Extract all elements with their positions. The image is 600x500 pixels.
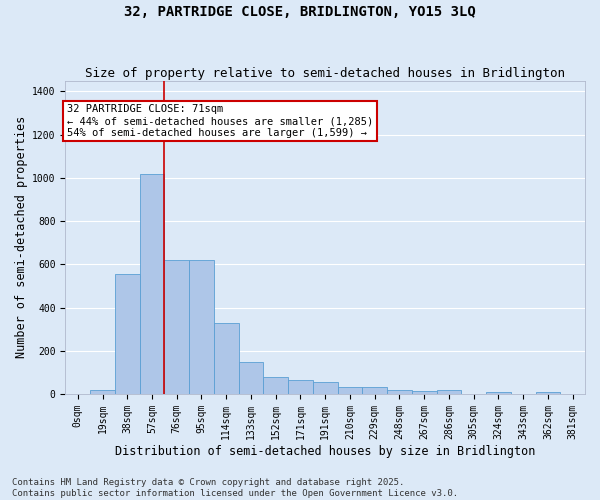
Y-axis label: Number of semi-detached properties: Number of semi-detached properties (15, 116, 28, 358)
Bar (338, 388, 362, 394)
X-axis label: Distribution of semi-detached houses by size in Bridlington: Distribution of semi-detached houses by … (115, 444, 535, 458)
Bar (214, 322, 239, 394)
Bar (486, 392, 511, 394)
Bar (263, 376, 288, 394)
Bar (288, 380, 313, 394)
Bar (90, 390, 115, 394)
Bar (387, 390, 412, 394)
Title: Size of property relative to semi-detached houses in Bridlington: Size of property relative to semi-detach… (85, 66, 565, 80)
Bar (164, 260, 189, 394)
Bar (115, 274, 140, 394)
Bar (437, 390, 461, 394)
Bar (239, 362, 263, 394)
Bar (313, 382, 338, 394)
Bar (362, 388, 387, 394)
Text: 32, PARTRIDGE CLOSE, BRIDLINGTON, YO15 3LQ: 32, PARTRIDGE CLOSE, BRIDLINGTON, YO15 3… (124, 5, 476, 19)
Bar (140, 174, 164, 394)
Text: 32 PARTRIDGE CLOSE: 71sqm
← 44% of semi-detached houses are smaller (1,285)
54% : 32 PARTRIDGE CLOSE: 71sqm ← 44% of semi-… (67, 104, 373, 138)
Bar (412, 390, 437, 394)
Text: Contains HM Land Registry data © Crown copyright and database right 2025.
Contai: Contains HM Land Registry data © Crown c… (12, 478, 458, 498)
Bar (189, 260, 214, 394)
Bar (536, 392, 560, 394)
